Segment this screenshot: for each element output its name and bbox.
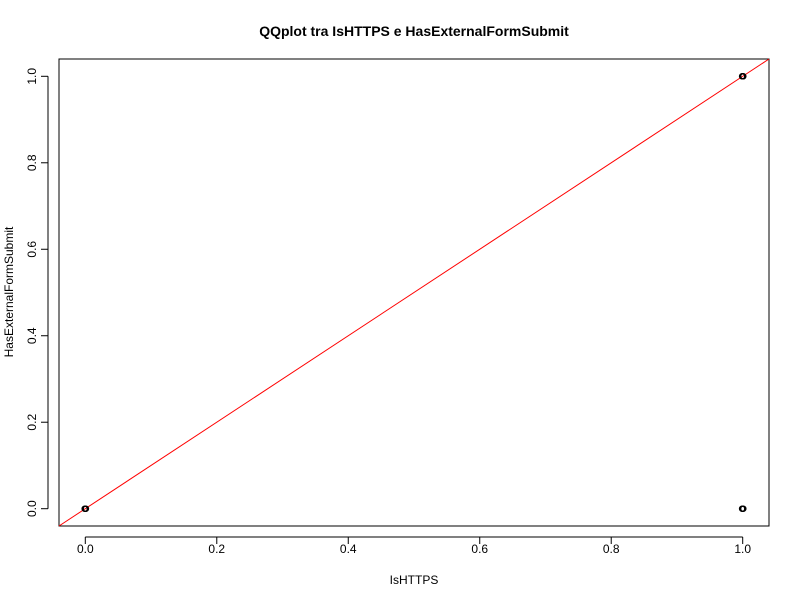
data-point [740, 505, 747, 512]
x-tick-label: 0.8 [603, 542, 620, 556]
chart-title: QQplot tra IsHTTPS e HasExternalFormSubm… [259, 23, 569, 39]
y-tick-label: 0.6 [25, 241, 39, 258]
x-axis-label: IsHTTPS [390, 573, 439, 587]
y-tick-label: 0.4 [25, 327, 39, 344]
reference-line-group [58, 58, 770, 527]
x-tick-label: 0.2 [208, 542, 225, 556]
data-point [740, 73, 747, 80]
x-tick-label: 0.0 [77, 542, 94, 556]
points-group [81, 73, 747, 512]
y-tick-label: 1.0 [25, 68, 39, 85]
x-axis: 0.0 0.2 0.4 0.6 0.8 1.0 [77, 536, 751, 556]
x-tick-label: 0.6 [471, 542, 488, 556]
y-axis: 0.0 0.2 0.4 0.6 0.8 1.0 [25, 68, 49, 517]
y-tick-label: 0.2 [25, 414, 39, 431]
x-tick-label: 0.4 [340, 542, 357, 556]
data-point [82, 505, 90, 512]
y-tick-label: 0.0 [25, 500, 39, 517]
y-axis-label: HasExternalFormSubmit [2, 226, 16, 357]
y-tick-label: 0.8 [25, 154, 39, 171]
x-tick-label: 1.0 [734, 542, 751, 556]
reference-line [58, 58, 770, 527]
plot-frame [58, 58, 770, 527]
